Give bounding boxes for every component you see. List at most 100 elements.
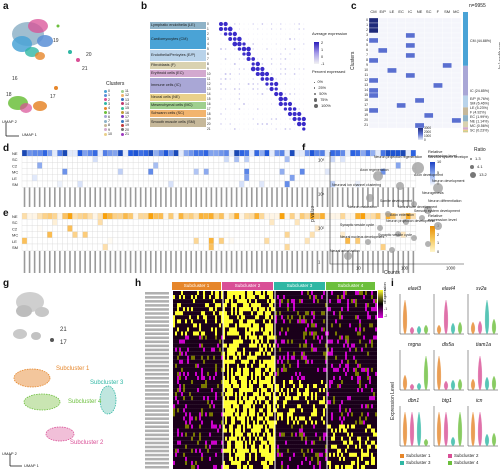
d-cell [31,150,38,157]
h-cell [213,295,216,300]
h-cell [197,299,200,304]
h-cell [331,363,334,368]
h-cell [375,339,377,344]
percent-expressed-legend: 0% 25% 50% 75% 100% [314,80,346,110]
h-cell [331,335,334,340]
h-cell [277,388,280,393]
e-cell [228,231,235,238]
confusion-cell [414,57,425,64]
h-cell [351,319,354,324]
h-cell [185,311,188,316]
dotplot-dot [303,53,305,55]
h-cell [219,323,222,328]
h-cell [375,311,377,316]
dotplot-dot [241,46,247,52]
h-cell [273,367,276,373]
h-cell [363,355,366,360]
dotplot-dot [257,118,259,120]
h-cell [307,384,310,389]
h-cell [243,384,246,389]
cluster-legend-item: 4 [104,106,110,110]
h-cell [315,299,318,304]
h-cell [191,335,194,340]
h-cell [199,323,202,328]
h-cell [207,351,210,356]
h-cell [271,351,274,356]
h-cell [299,299,302,304]
h-cell [299,392,302,397]
h-cell [201,343,204,348]
h-cell [231,335,234,340]
h-cell [181,307,184,312]
h-cell [245,384,248,389]
h-cell [215,392,218,397]
h-cell [311,343,314,348]
e-cell [143,237,149,245]
h-cell [285,307,288,312]
h-cell [231,295,234,300]
h-cell [321,303,324,308]
h-cell [369,291,372,296]
h-cell [175,343,178,348]
dotplot-dot [262,128,263,130]
h-cell [269,307,272,312]
h-cell [247,303,250,308]
d-cell [213,168,220,175]
h-cell [369,339,372,344]
d-cell [279,174,285,182]
h-cell [327,299,330,304]
h-cell [187,291,190,296]
h-cell [317,355,320,360]
h-cell [295,367,298,373]
h-cell [229,367,232,373]
d-cell [122,180,129,188]
h-cell [335,359,338,364]
h-cell [175,303,178,308]
h-cell [373,384,376,389]
h-cell [211,331,214,336]
h-cell [181,323,184,328]
h-cell [331,367,334,373]
h-cell [193,380,196,385]
h-cell [359,392,362,397]
h-cell [315,319,318,324]
h-cell [197,384,200,389]
h-cell [257,355,260,360]
dotplot-dot [284,93,287,95]
h-cell [219,303,222,308]
h-cell [253,404,256,409]
h-cell [305,331,308,336]
dotplot-dot [223,21,228,27]
h-cell [311,392,314,397]
h-cell [371,363,374,368]
h-cell [211,347,214,352]
d-cell [259,150,265,157]
cluster-legend-label: 9 [108,127,110,132]
h-cell [375,367,377,373]
h-cell [291,380,294,385]
h-cell [241,380,244,385]
d-row-label: LE [12,176,17,181]
h-cell [181,363,184,368]
h-cell [205,400,208,405]
confusion-cell [451,107,461,114]
cluster-legend-swatch [104,102,107,106]
h-cell [315,343,318,348]
h-cell [249,351,252,356]
e-cell [26,243,33,251]
h-cell [209,343,212,348]
h-cell [213,327,216,332]
d-cell [228,174,235,182]
dotplot-dot [289,78,291,80]
e-cell [31,237,38,245]
d-cell [153,180,159,188]
h-cell [307,307,310,312]
h-cell [179,351,182,356]
h-cell [211,363,214,368]
h-cell [299,343,302,348]
h-cell [319,363,322,368]
h-cell [357,347,360,352]
d-cell [42,174,48,182]
dotplot-dot [234,28,236,30]
h-cell [345,392,348,397]
